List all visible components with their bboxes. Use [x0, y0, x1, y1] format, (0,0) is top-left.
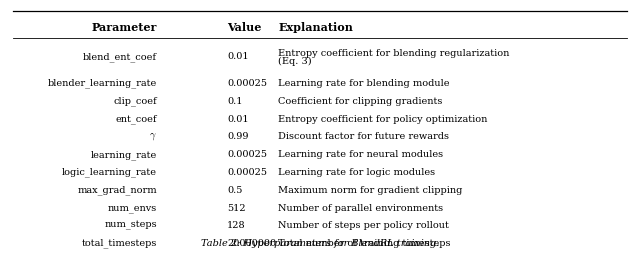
- Text: $\gamma$: $\gamma$: [149, 132, 157, 142]
- Text: 0.00025: 0.00025: [227, 168, 268, 177]
- Text: blender_learning_rate: blender_learning_rate: [47, 79, 157, 88]
- Text: num_envs: num_envs: [108, 203, 157, 213]
- Text: 20000000: 20000000: [227, 239, 276, 248]
- Text: blend_ent_coef: blend_ent_coef: [83, 52, 157, 62]
- Text: Entropy coefficient for blending regularization: Entropy coefficient for blending regular…: [278, 49, 510, 58]
- Text: 128: 128: [227, 221, 246, 230]
- Text: Learning rate for blending module: Learning rate for blending module: [278, 79, 450, 88]
- Text: 0.00025: 0.00025: [227, 79, 268, 88]
- Text: Entropy coefficient for policy optimization: Entropy coefficient for policy optimizat…: [278, 115, 488, 124]
- Text: (Eq. 3): (Eq. 3): [278, 56, 312, 66]
- Text: Number of steps per policy rollout: Number of steps per policy rollout: [278, 221, 449, 230]
- Text: learning_rate: learning_rate: [90, 150, 157, 160]
- Text: Value: Value: [227, 22, 262, 33]
- Text: 0.1: 0.1: [227, 97, 243, 106]
- Text: logic_learning_rate: logic_learning_rate: [62, 168, 157, 177]
- Text: Number of parallel environments: Number of parallel environments: [278, 203, 444, 213]
- Text: 0.5: 0.5: [227, 186, 243, 195]
- Text: Learning rate for neural modules: Learning rate for neural modules: [278, 150, 444, 159]
- Text: ent_coef: ent_coef: [115, 114, 157, 124]
- Text: 0.99: 0.99: [227, 132, 249, 141]
- Text: 0.01: 0.01: [227, 115, 249, 124]
- Text: Total number of training timesteps: Total number of training timesteps: [278, 239, 451, 248]
- Text: clip_coef: clip_coef: [113, 97, 157, 106]
- Text: Learning rate for logic modules: Learning rate for logic modules: [278, 168, 436, 177]
- Text: total_timesteps: total_timesteps: [81, 239, 157, 248]
- Text: Table 2: Hyperparameters for BlendRL training.: Table 2: Hyperparameters for BlendRL tra…: [201, 239, 439, 248]
- Text: 512: 512: [227, 203, 246, 213]
- Text: Maximum norm for gradient clipping: Maximum norm for gradient clipping: [278, 186, 463, 195]
- Text: Explanation: Explanation: [278, 22, 353, 33]
- Text: Parameter: Parameter: [92, 22, 157, 33]
- Text: Discount factor for future rewards: Discount factor for future rewards: [278, 132, 449, 141]
- Text: Coefficient for clipping gradients: Coefficient for clipping gradients: [278, 97, 443, 106]
- Text: max_grad_norm: max_grad_norm: [77, 185, 157, 195]
- Text: 0.00025: 0.00025: [227, 150, 268, 159]
- Text: num_steps: num_steps: [104, 221, 157, 230]
- Text: 0.01: 0.01: [227, 52, 249, 61]
